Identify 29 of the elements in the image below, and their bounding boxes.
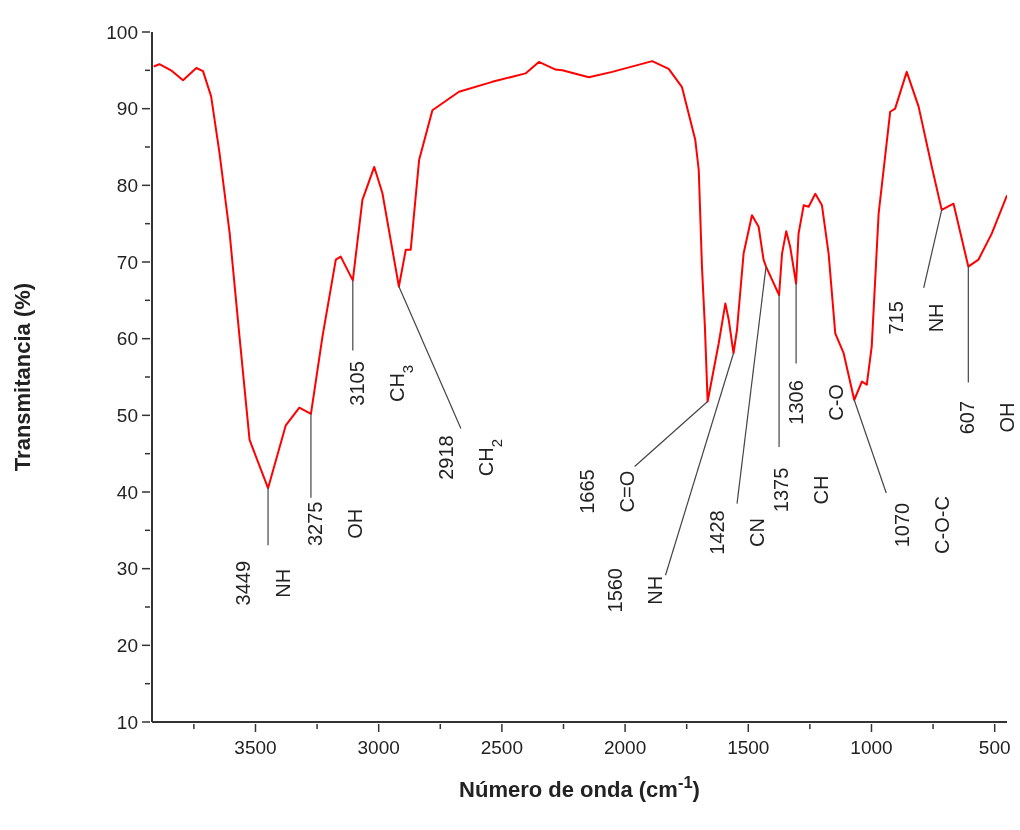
- x-axis-title: Número de onda (cm$^{-1}$): [459, 773, 700, 802]
- y-tick-label: 40: [116, 481, 138, 503]
- x-tick-label: 3500: [234, 737, 277, 758]
- annotation: 1375 CH: [770, 467, 833, 513]
- annotation: 3449 NH: [232, 560, 295, 606]
- y-tick-label: 60: [116, 328, 138, 350]
- annotation: 715 NH: [884, 301, 947, 335]
- y-tick-label: 20: [116, 634, 138, 656]
- y-tick-label: 100: [106, 21, 138, 43]
- y-tick-label: 90: [116, 98, 138, 120]
- y-tick-label: 10: [116, 711, 138, 733]
- annotation: 1070 C-O-C: [891, 496, 954, 554]
- annotation: 1665 C=O: [575, 469, 638, 514]
- y-tick-label: 50: [116, 404, 138, 426]
- annotation: 1428 CN: [706, 510, 769, 555]
- x-tick-label: 1000: [850, 737, 893, 758]
- annotation: 1306 C-O: [785, 380, 848, 425]
- y-tick-label: 80: [116, 174, 138, 196]
- annotation: 3275 OH: [303, 501, 366, 547]
- x-tick-label: 3000: [357, 737, 400, 758]
- x-tick-label: 500: [978, 737, 1011, 758]
- x-tick-label: 2000: [603, 737, 647, 758]
- x-tick-label: 1500: [727, 737, 770, 758]
- y-axis-title: Transmitancia (%): [10, 282, 35, 472]
- x-tick-label: 2500: [480, 737, 524, 758]
- annotation: 607 OH: [956, 400, 1019, 435]
- annotation: 1560 NH: [604, 567, 667, 613]
- y-tick-label: 30: [116, 558, 138, 580]
- y-tick-label: 70: [116, 251, 138, 273]
